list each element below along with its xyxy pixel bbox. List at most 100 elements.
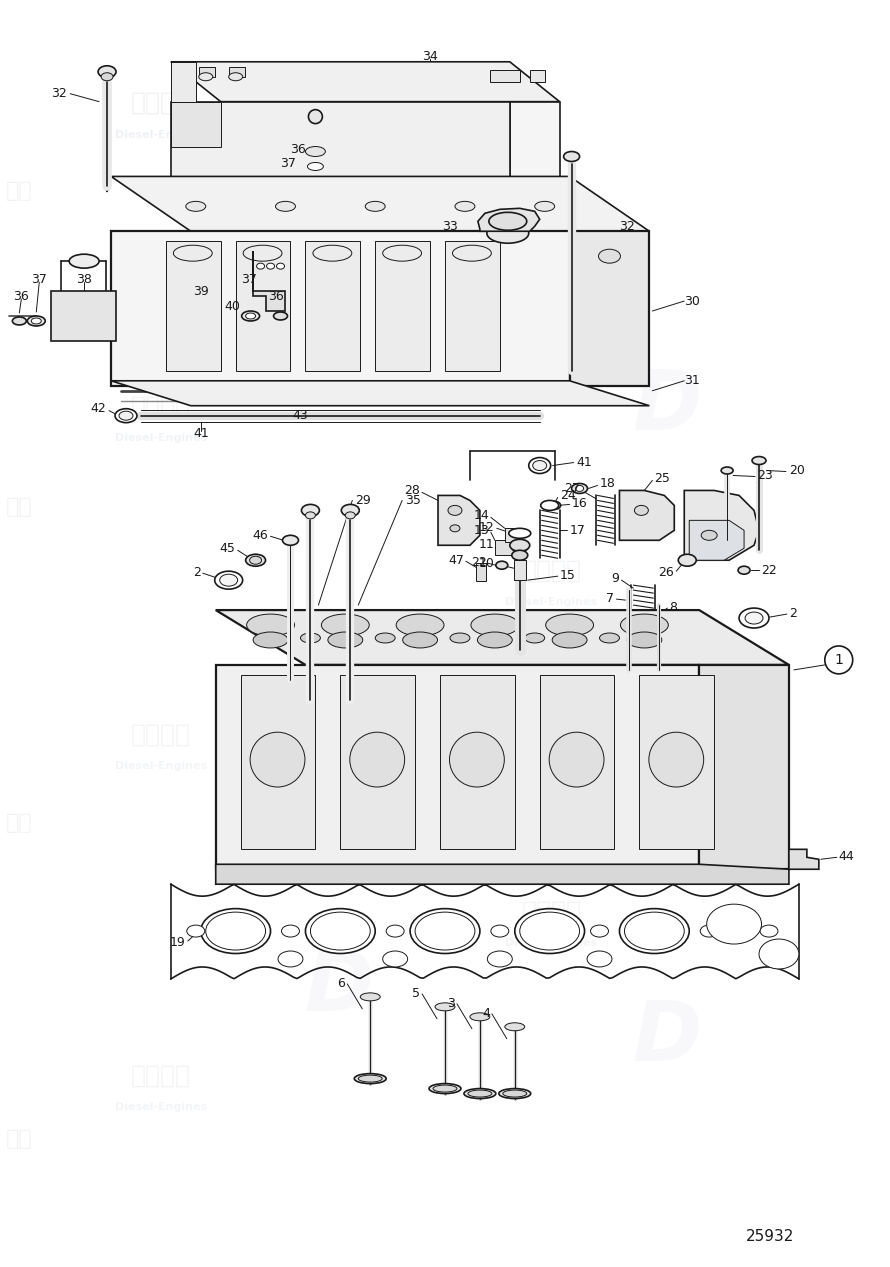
Ellipse shape [598,250,620,264]
Text: 动门: 动门 [5,1129,33,1149]
Ellipse shape [186,201,206,212]
Text: 31: 31 [684,374,700,388]
Polygon shape [689,521,744,560]
Text: D: D [303,946,373,1028]
Text: Diesel-Engines: Diesel-Engines [115,129,207,139]
Polygon shape [539,675,614,849]
Ellipse shape [760,925,778,938]
Polygon shape [684,490,759,560]
Text: 22: 22 [471,556,487,569]
Bar [514,560,526,580]
Text: Diesel-Engines: Diesel-Engines [506,938,597,948]
Ellipse shape [576,485,584,492]
Ellipse shape [600,634,619,642]
Ellipse shape [31,318,41,324]
Polygon shape [478,208,539,232]
Text: 33: 33 [442,219,457,233]
Text: D: D [632,694,701,775]
Polygon shape [171,101,510,186]
Ellipse shape [69,255,99,269]
Ellipse shape [115,409,137,423]
Ellipse shape [307,162,323,171]
Ellipse shape [549,732,604,787]
Polygon shape [253,251,286,310]
Ellipse shape [701,531,717,540]
Bar [229,67,245,77]
Polygon shape [505,528,520,542]
Text: 15: 15 [560,569,576,582]
Ellipse shape [187,925,205,938]
Text: 紫发动力: 紫发动力 [522,218,581,241]
Text: 32: 32 [619,219,635,233]
Ellipse shape [246,313,255,319]
Ellipse shape [429,1083,461,1093]
Text: 29: 29 [355,494,371,507]
Text: 25: 25 [654,473,670,485]
Text: 紫发动力: 紫发动力 [522,559,581,583]
Text: 34: 34 [422,51,438,63]
Ellipse shape [350,732,405,787]
Ellipse shape [435,1003,455,1011]
Ellipse shape [512,550,528,560]
Text: 42: 42 [90,402,106,416]
Text: 动门: 动门 [5,813,33,832]
Text: 13: 13 [474,523,490,537]
Polygon shape [111,381,650,405]
Ellipse shape [311,912,370,950]
Ellipse shape [619,908,689,954]
Polygon shape [111,232,570,385]
Bar [198,67,214,77]
Text: 6: 6 [337,977,345,991]
Ellipse shape [359,1076,382,1082]
Ellipse shape [449,732,505,787]
Ellipse shape [520,912,579,950]
Ellipse shape [529,457,551,474]
Ellipse shape [277,264,285,269]
Polygon shape [215,864,789,884]
Polygon shape [240,675,315,849]
Text: 36: 36 [13,290,29,303]
Text: 24: 24 [560,489,576,502]
Polygon shape [52,291,116,341]
Ellipse shape [635,506,648,516]
Text: 46: 46 [253,528,269,542]
Ellipse shape [491,925,509,938]
Ellipse shape [525,634,545,642]
Text: 11: 11 [479,537,495,551]
Text: 2: 2 [193,565,201,579]
Text: 2: 2 [789,607,797,620]
Polygon shape [171,62,196,101]
Ellipse shape [489,213,527,231]
Text: 38: 38 [77,272,92,285]
Ellipse shape [510,540,530,551]
Ellipse shape [498,1088,530,1098]
Ellipse shape [487,223,529,243]
Ellipse shape [201,908,271,954]
Polygon shape [570,232,650,385]
Ellipse shape [535,201,554,212]
Text: Diesel-Engines: Diesel-Engines [115,1102,207,1112]
Ellipse shape [649,732,704,787]
Text: 5: 5 [412,987,420,1001]
Text: 16: 16 [571,497,587,509]
Ellipse shape [360,993,380,1001]
Ellipse shape [281,925,299,938]
Ellipse shape [625,912,684,950]
Text: 45: 45 [220,542,236,555]
Ellipse shape [721,468,733,474]
Text: 37: 37 [31,272,47,285]
Text: 28: 28 [404,484,420,497]
Ellipse shape [477,632,513,647]
Ellipse shape [119,412,133,421]
Ellipse shape [206,912,265,950]
Text: 39: 39 [193,285,208,298]
Polygon shape [445,241,500,371]
Ellipse shape [198,72,213,81]
Ellipse shape [267,264,274,269]
Ellipse shape [28,315,45,326]
Polygon shape [215,611,789,665]
Ellipse shape [246,554,265,566]
Text: 27: 27 [563,481,579,495]
Ellipse shape [470,1012,490,1021]
Ellipse shape [707,905,762,944]
